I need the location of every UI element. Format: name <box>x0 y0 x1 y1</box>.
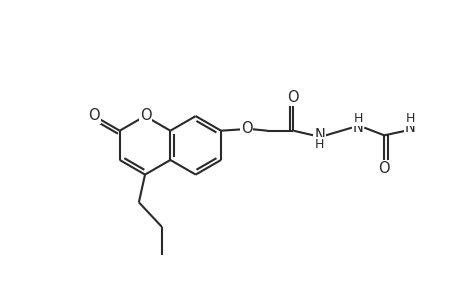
Text: N: N <box>313 128 325 143</box>
Text: O: O <box>378 161 389 176</box>
Text: N: N <box>404 120 415 135</box>
Text: O: O <box>140 108 151 123</box>
Text: O: O <box>240 121 252 136</box>
Text: N: N <box>352 120 363 135</box>
Text: H: H <box>405 112 414 125</box>
Text: H: H <box>314 138 324 151</box>
Text: O: O <box>287 90 299 105</box>
Text: H: H <box>353 112 362 125</box>
Text: O: O <box>88 108 100 123</box>
